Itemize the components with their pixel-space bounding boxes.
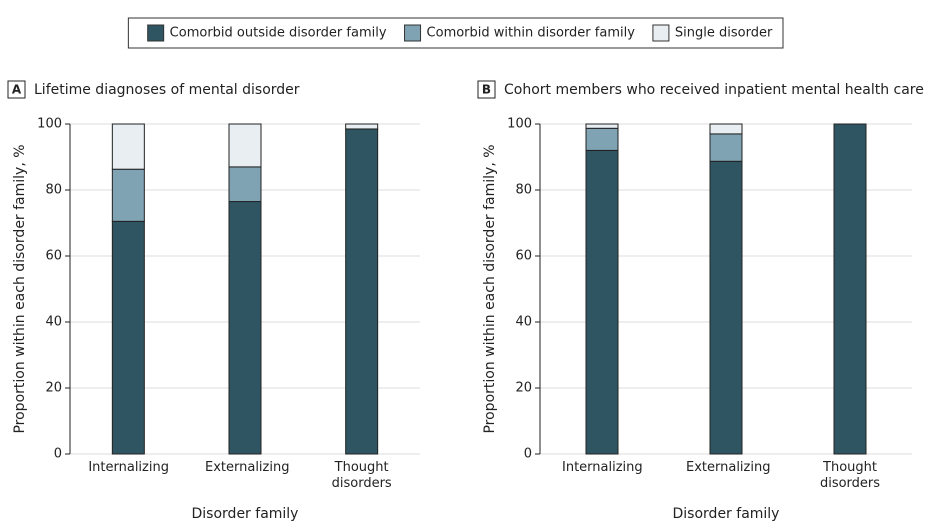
bar-segment (345, 128, 379, 455)
y-tick-label: 40 (45, 315, 62, 330)
y-tick-label: 20 (515, 381, 532, 396)
y-tick-label: 80 (515, 183, 532, 198)
bar-segment (228, 201, 262, 455)
y-axis-label: Proportion within each disorder family, … (12, 144, 28, 433)
y-tick-label: 0 (524, 447, 532, 462)
bar-segment (585, 149, 619, 455)
legend-label: Single disorder (675, 26, 773, 41)
legend-swatch (652, 24, 670, 42)
y-tick-label: 20 (45, 381, 62, 396)
bar-segment (709, 123, 743, 135)
legend-box (127, 17, 784, 49)
x-tick: Thought disorders (331, 460, 392, 491)
legend-label: Comorbid within disorder family (427, 26, 636, 41)
y-tick-label: 0 (54, 447, 62, 462)
bar-segment (228, 166, 262, 203)
y-tick-label: 100 (507, 117, 532, 132)
x-axis-label: Disorder family (673, 506, 780, 522)
x-tick: Externalizing (205, 460, 290, 475)
x-tick-label: Internalizing (88, 460, 169, 475)
bar-segment (709, 160, 743, 455)
panel-label: A (12, 83, 22, 97)
legend-swatch (404, 24, 422, 42)
y-tick-label: 60 (45, 249, 62, 264)
y-tick-label: 100 (37, 117, 62, 132)
legend-label: Comorbid outside disorder family (170, 26, 387, 41)
bar-segment (833, 123, 867, 455)
x-tick: Internalizing (562, 460, 643, 475)
y-tick-label: 60 (515, 249, 532, 264)
bar-segment (111, 123, 145, 170)
legend: Comorbid outside disorder family Comorbid… (127, 17, 784, 49)
legend-swatch (147, 24, 165, 42)
bar-segment (228, 123, 262, 168)
x-tick: Externalizing (686, 460, 771, 475)
bar-segment (585, 127, 619, 151)
bar-segment (345, 123, 379, 130)
x-tick: Thought disorders (819, 460, 881, 491)
bar-segment (709, 133, 743, 162)
bar-segment (111, 168, 145, 222)
y-tick-label: 80 (45, 183, 62, 198)
panel-box (7, 80, 26, 99)
panel-label: B (482, 83, 491, 97)
panel-title: Lifetime diagnoses of mental disorder (34, 82, 300, 98)
x-tick-label: Internalizing (562, 460, 643, 475)
panel-title: Cohort members who received inpatient me… (504, 82, 924, 98)
bar-segment (585, 123, 619, 129)
panel-box (477, 80, 496, 99)
y-axis-label: Proportion within each disorder family, … (482, 144, 498, 433)
x-tick: Internalizing (88, 460, 169, 475)
y-tick-label: 40 (515, 315, 532, 330)
bar-segment (111, 220, 145, 455)
x-tick-label: Externalizing (205, 460, 290, 475)
x-tick-label: Externalizing (686, 460, 771, 475)
x-tick-label: Thought disorders (331, 460, 392, 491)
x-tick-label: Thought disorders (819, 460, 881, 491)
x-axis-label: Disorder family (192, 506, 299, 522)
